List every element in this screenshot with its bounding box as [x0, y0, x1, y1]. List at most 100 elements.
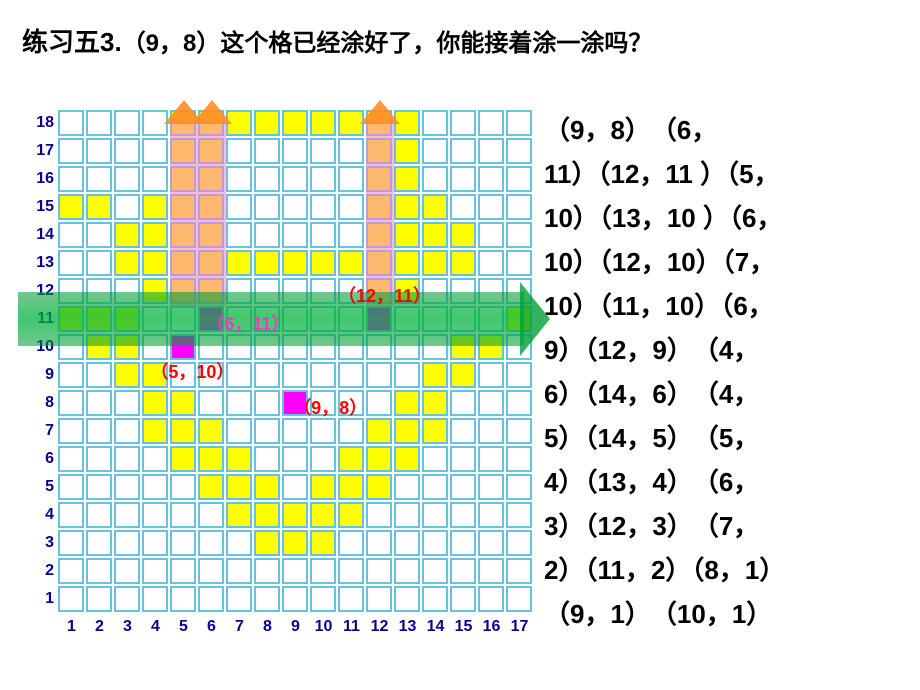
grid-cell [394, 558, 420, 584]
grid-cell [450, 390, 476, 416]
grid-cell [142, 390, 168, 416]
grid-cell [198, 446, 224, 472]
y-axis-label: 3 [18, 534, 58, 552]
grid-cell [142, 530, 168, 556]
grid-cell [226, 250, 252, 276]
grid-cell [86, 138, 112, 164]
grid-cell [310, 446, 336, 472]
grid-cell [366, 502, 392, 528]
coord-list-line: 4）（13，4） （6， [544, 460, 920, 504]
grid-cell [86, 446, 112, 472]
grid-cell [226, 222, 252, 248]
grid-cell [338, 502, 364, 528]
x-axis-label: 3 [114, 618, 141, 636]
grid-cell [422, 418, 448, 444]
grid-cell [506, 418, 532, 444]
grid-cell [114, 138, 140, 164]
grid-cell [506, 138, 532, 164]
grid-cell [394, 502, 420, 528]
grid-cell [58, 558, 84, 584]
coord-list-line: 9）（12，9） （4， [544, 328, 920, 372]
grid-cell [170, 530, 196, 556]
y-axis-label: 18 [18, 114, 58, 132]
grid-cell [338, 362, 364, 388]
grid-cell [478, 502, 504, 528]
grid-cell [366, 474, 392, 500]
grid-cell [86, 474, 112, 500]
grid-cell [506, 502, 532, 528]
grid-cell [142, 194, 168, 220]
grid-cell [366, 418, 392, 444]
grid-cell [394, 362, 420, 388]
grid-cell [450, 502, 476, 528]
grid-cell [226, 138, 252, 164]
y-axis-label: 8 [18, 394, 58, 412]
grid-cell [422, 586, 448, 612]
y-axis-label: 9 [18, 366, 58, 384]
grid-cell [58, 250, 84, 276]
grid-cell [338, 138, 364, 164]
grid-cell [338, 474, 364, 500]
grid-cell [310, 166, 336, 192]
grid-cell [366, 390, 392, 416]
grid-cell [338, 194, 364, 220]
title-rest: 这个格已经涂好了，你能接着涂一涂吗？ [220, 30, 652, 57]
grid-cell [58, 222, 84, 248]
grid-cell [198, 418, 224, 444]
grid-cell [86, 586, 112, 612]
x-axis-label: 1 [58, 618, 85, 636]
grid-cell [254, 110, 280, 136]
grid-cell [254, 446, 280, 472]
grid-cell [282, 446, 308, 472]
grid-cell [226, 558, 252, 584]
grid-cell [422, 446, 448, 472]
grid-cell [142, 474, 168, 500]
grid-cell [114, 446, 140, 472]
x-axis-label: 10 [310, 618, 337, 636]
grid-cell [254, 502, 280, 528]
grid-cell [394, 530, 420, 556]
grid-cell [58, 362, 84, 388]
column-highlight-bar [170, 120, 198, 306]
grid-cell [478, 530, 504, 556]
grid-cell [450, 586, 476, 612]
grid-cell [478, 250, 504, 276]
grid-cell [114, 110, 140, 136]
grid-cell [310, 222, 336, 248]
grid-cell [58, 586, 84, 612]
grid-cell [422, 194, 448, 220]
grid-cell [254, 418, 280, 444]
column-highlight-bar [366, 120, 394, 306]
grid-cell [226, 418, 252, 444]
grid-cell [422, 250, 448, 276]
grid-cells [58, 110, 534, 614]
grid-cell [450, 110, 476, 136]
grid-cell [170, 418, 196, 444]
y-axis-label: 16 [18, 170, 58, 188]
grid-cell [86, 530, 112, 556]
grid-cell [310, 362, 336, 388]
coordinate-list: （9，8） （6，11）（12，11 ）（5，10）（13，10 ）（6，10）… [544, 108, 920, 636]
grid-cell [114, 558, 140, 584]
grid-cell [394, 418, 420, 444]
grid-cell [226, 502, 252, 528]
grid-cell [394, 222, 420, 248]
grid-cell [114, 362, 140, 388]
grid-cell [478, 222, 504, 248]
grid-cell [506, 250, 532, 276]
grid-cell [450, 530, 476, 556]
coord-list-line: 10）（11，10）（6， [544, 284, 920, 328]
grid-cell [58, 166, 84, 192]
grid-cell [310, 138, 336, 164]
grid-cell [506, 474, 532, 500]
grid-cell [86, 502, 112, 528]
grid-cell [478, 446, 504, 472]
grid-cell [366, 362, 392, 388]
coord-list-line: 10）（12，10）（7， [544, 240, 920, 284]
grid-cell [282, 586, 308, 612]
grid-cell [422, 138, 448, 164]
grid-cell [422, 222, 448, 248]
grid-cell [142, 558, 168, 584]
grid-cell [58, 390, 84, 416]
x-axis-label: 11 [338, 618, 365, 636]
